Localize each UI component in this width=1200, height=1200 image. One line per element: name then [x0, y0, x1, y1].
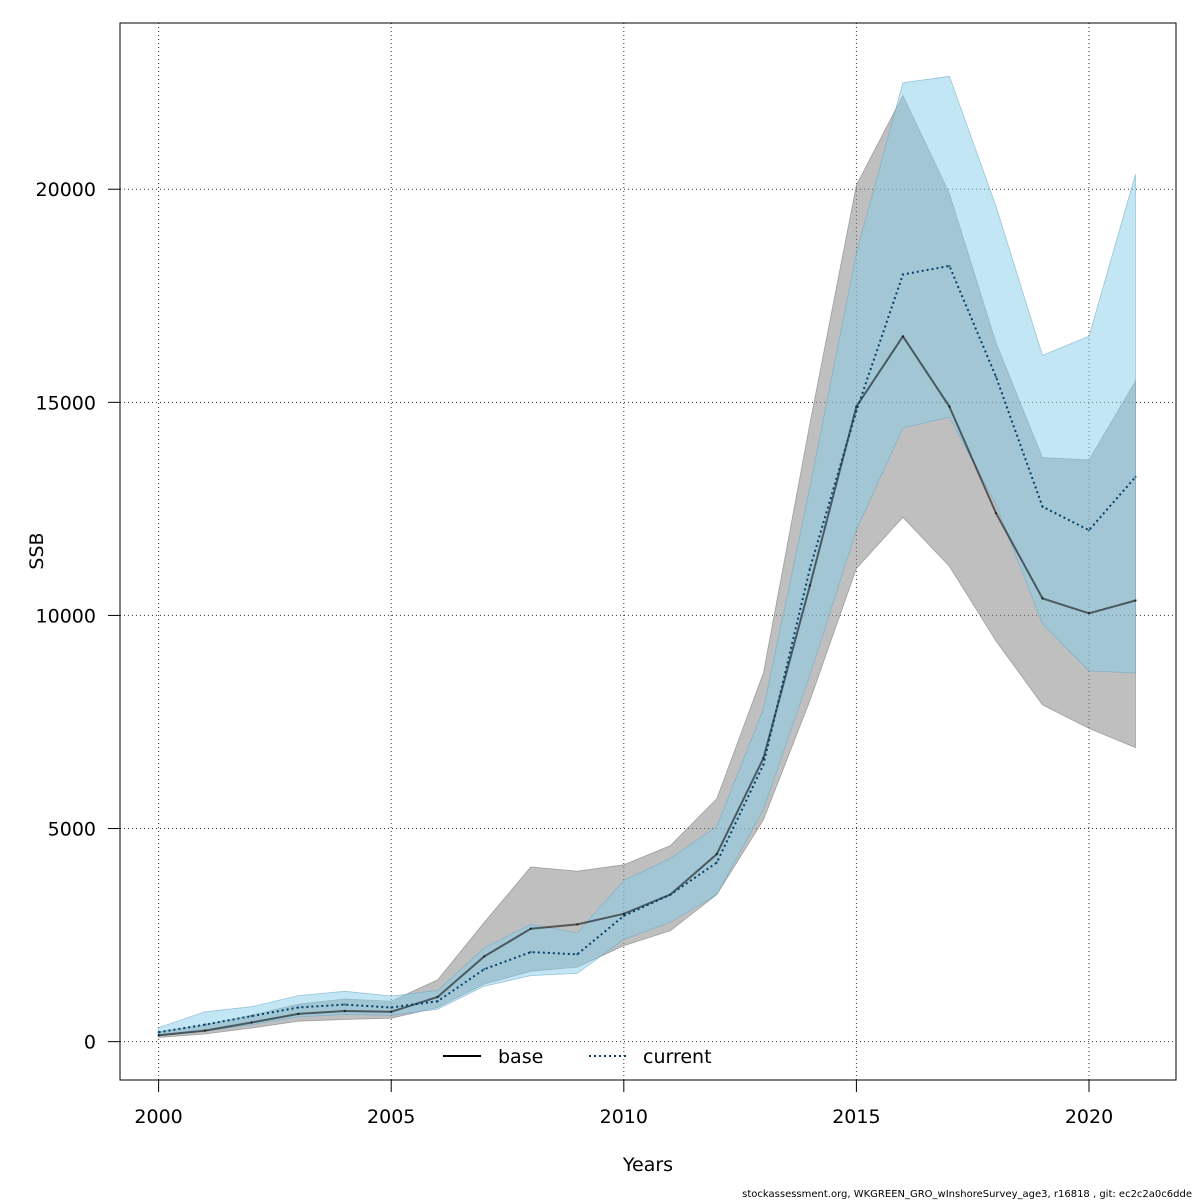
x-tick-label-2015: 2015	[832, 1106, 880, 1128]
data-point-current-2016	[901, 273, 905, 276]
data-point-base-2017	[948, 405, 951, 408]
data-point-current-2020	[1087, 528, 1091, 532]
series-lines	[157, 264, 1137, 1037]
footer-credit: stockassessment.org, WKGREEN_GRO_wInshor…	[742, 1189, 1192, 1200]
data-point-current-2019	[1041, 505, 1044, 508]
data-point-base-2018	[994, 511, 998, 515]
data-point-current-2021	[1134, 475, 1137, 479]
x-axis-title: Years	[622, 1154, 673, 1176]
data-point-current-2000	[157, 1031, 160, 1034]
data-point-base-2012	[715, 852, 719, 856]
x-tick-label-2005: 2005	[367, 1106, 415, 1128]
data-point-current-2015	[855, 409, 858, 413]
data-point-current-2018	[994, 375, 998, 378]
data-point-current-2006	[436, 999, 439, 1003]
data-point-base-2000	[157, 1034, 160, 1037]
data-point-current-2013	[762, 763, 765, 766]
data-point-base-2021	[1134, 599, 1137, 602]
data-point-base-2020	[1087, 612, 1091, 615]
legend: base current	[443, 1046, 712, 1068]
data-point-base-2014	[808, 584, 812, 587]
y-axis: 0 5000 10000 15000 20000	[36, 179, 121, 1054]
confidence-bands	[158, 75, 1136, 1038]
data-point-base-2010	[622, 912, 626, 915]
series-line-current	[158, 264, 1137, 1034]
data-point-current-2008	[529, 950, 532, 954]
data-point-current-2011	[669, 893, 672, 896]
y-tick-label-5000: 5000	[48, 819, 96, 841]
data-point-base-2009	[576, 923, 579, 926]
data-point-current-2014	[808, 567, 812, 570]
data-point-current-2003	[296, 1006, 300, 1009]
data-point-current-2012	[715, 861, 719, 864]
x-axis: 2000 2005 2010 2015 2020	[134, 1079, 1113, 1128]
data-point-current-2004	[343, 1003, 346, 1006]
data-point-base-2008	[529, 927, 532, 930]
x-tick-label-2000: 2000	[134, 1106, 182, 1128]
y-tick-label-10000: 10000	[36, 605, 96, 627]
data-point-base-2002	[250, 1021, 253, 1024]
data-point-current-2007	[483, 967, 486, 971]
legend-label-current: current	[643, 1046, 712, 1068]
data-point-base-2004	[343, 1009, 346, 1013]
data-point-base-2006	[436, 995, 439, 999]
x-tick-label-2020: 2020	[1065, 1106, 1113, 1128]
data-point-base-2007	[483, 955, 486, 958]
y-axis-title: SSB	[26, 532, 48, 569]
data-point-current-2017	[948, 264, 951, 268]
data-point-current-2005	[390, 1006, 393, 1009]
data-point-base-2003	[296, 1012, 300, 1016]
y-tick-label-15000: 15000	[36, 392, 96, 414]
data-point-current-2009	[576, 953, 579, 956]
data-point-base-2019	[1041, 597, 1044, 600]
y-tick-label-0: 0	[84, 1032, 96, 1054]
data-point-base-2005	[390, 1010, 393, 1014]
confidence-band-current	[158, 75, 1136, 1037]
x-tick-label-2010: 2010	[600, 1106, 648, 1128]
y-tick-label-20000: 20000	[36, 179, 96, 201]
data-point-current-2002	[250, 1014, 253, 1018]
data-point-base-2016	[901, 335, 905, 338]
data-point-current-2010	[622, 914, 626, 918]
legend-label-base: base	[498, 1046, 543, 1068]
data-point-base-2001	[203, 1029, 207, 1032]
data-point-current-2001	[203, 1023, 207, 1026]
